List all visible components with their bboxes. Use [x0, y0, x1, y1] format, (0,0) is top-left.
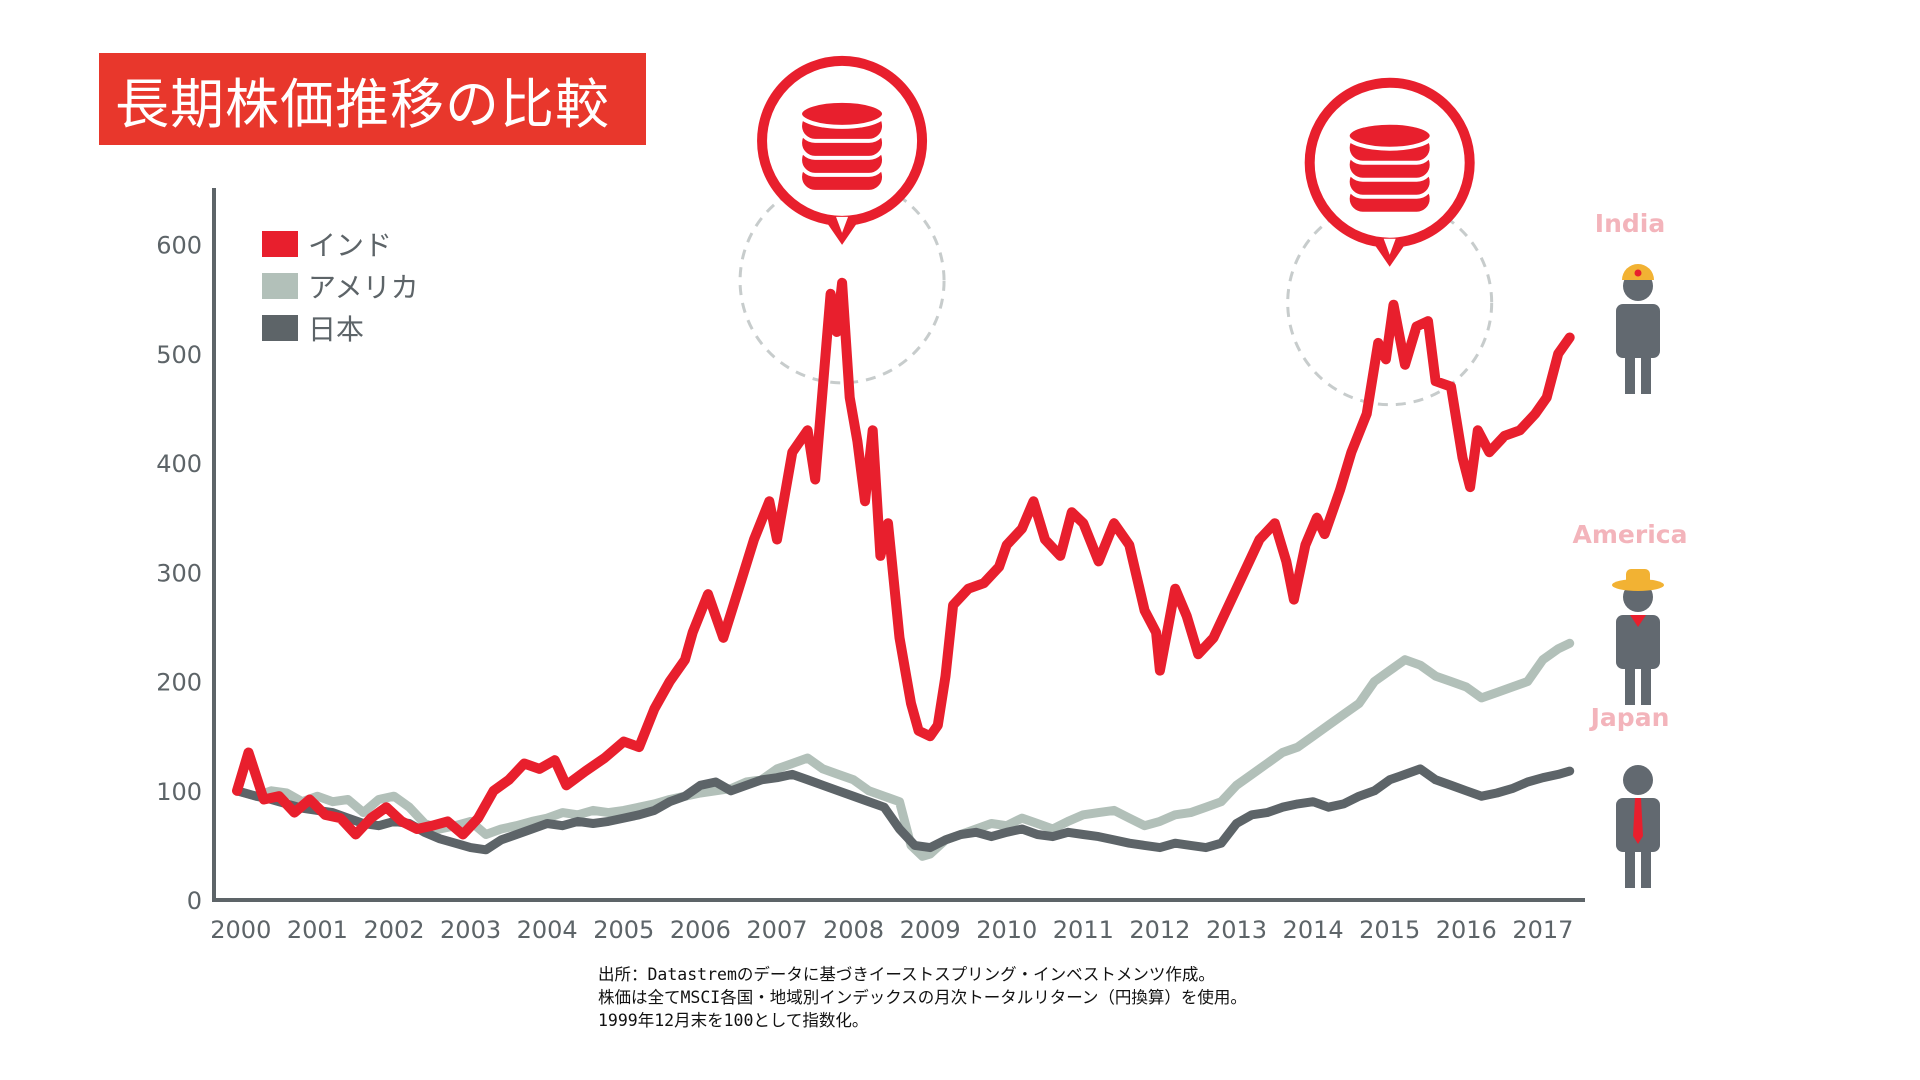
figure-head	[1623, 765, 1653, 795]
necktie	[1633, 798, 1643, 844]
x-tick-label: 2013	[1206, 916, 1267, 944]
coin-top	[798, 98, 887, 129]
x-tick-label: 2008	[823, 916, 884, 944]
x-tick-label: 2001	[287, 916, 348, 944]
turban-jewel	[1634, 269, 1642, 277]
pin-tail-inner	[836, 216, 849, 233]
figure-body	[1616, 304, 1660, 358]
y-tick-label: 100	[156, 778, 202, 806]
y-tick-label: 500	[156, 341, 202, 369]
peak-highlight-circle	[1286, 199, 1494, 407]
hat-crown	[1626, 569, 1650, 585]
legend-label: アメリカ	[308, 271, 419, 304]
x-tick-label: 2016	[1436, 916, 1497, 944]
peak-markers	[738, 55, 1494, 407]
source-line: 1999年12月末を100として指数化。	[598, 1011, 869, 1030]
peak-highlight-circle	[738, 177, 946, 385]
person-necktie-icon	[1616, 765, 1660, 888]
y-tick-label: 400	[156, 450, 202, 478]
figure-label: India	[1595, 209, 1665, 238]
x-tick-label: 2011	[1053, 916, 1114, 944]
x-tick-label: 2003	[440, 916, 501, 944]
x-tick-label: 2002	[363, 916, 424, 944]
series-line	[232, 277, 1575, 840]
y-tick-label: 300	[156, 559, 202, 587]
x-tick-label: 2005	[593, 916, 654, 944]
x-tick-label: 2006	[670, 916, 731, 944]
y-tick-label: 200	[156, 669, 202, 697]
person-turban-icon	[1616, 264, 1660, 394]
figure-leg	[1641, 667, 1651, 705]
x-tick-label: 2017	[1512, 916, 1573, 944]
country-figures: India America Japan	[1573, 209, 1688, 888]
legend-swatch	[262, 231, 298, 257]
x-tick-label: 2004	[517, 916, 578, 944]
chart-title: 長期株価推移の比較	[115, 72, 610, 136]
legend-label: インド	[308, 229, 392, 262]
bandana	[1630, 615, 1646, 627]
figure-leg	[1625, 356, 1635, 394]
series-line	[232, 764, 1575, 855]
y-tick-label: 0	[187, 887, 202, 915]
source-line: 株価は全てMSCI各国・地域別インデックスの月次トータルリターン（円換算）を使用…	[598, 988, 1247, 1007]
x-tick-label: 2009	[900, 916, 961, 944]
figure-leg	[1625, 850, 1635, 888]
figure-leg	[1625, 667, 1635, 705]
source-note: 出所：Datastremのデータに基づきイーストスプリング・インベストメンツ作成…	[598, 963, 1247, 1032]
legend-label: 日本	[308, 313, 364, 346]
figure-label: America	[1573, 520, 1688, 549]
figure-leg	[1641, 850, 1651, 888]
coin-stack-icon	[1304, 77, 1475, 267]
coin-top	[1345, 120, 1434, 151]
x-tick-label: 2010	[976, 916, 1037, 944]
chart-axes: 0 100 200 300 400 500 600 2000 2001 2002 2003 2004 2…	[156, 188, 1585, 944]
person-cowboy-hat-icon	[1612, 569, 1664, 705]
x-tick-label: 2014	[1283, 916, 1344, 944]
x-tick-label: 2000	[210, 916, 271, 944]
x-tick-label: 2012	[1129, 916, 1190, 944]
pin-tail-inner	[1383, 238, 1396, 255]
legend-swatch	[262, 315, 298, 341]
figure-body	[1616, 615, 1660, 669]
x-tick-label: 2015	[1359, 916, 1420, 944]
legend-swatch	[262, 273, 298, 299]
figure-label: Japan	[1589, 703, 1670, 732]
title-banner: 長期株価推移の比較	[99, 53, 646, 145]
chart-series	[232, 277, 1575, 861]
coin-stack-icon	[757, 55, 928, 245]
x-tick-label: 2007	[746, 916, 807, 944]
source-line: 出所：Datastremのデータに基づきイーストスプリング・インベストメンツ作成…	[598, 965, 1215, 984]
y-tick-label: 600	[156, 232, 202, 260]
figure-leg	[1641, 356, 1651, 394]
